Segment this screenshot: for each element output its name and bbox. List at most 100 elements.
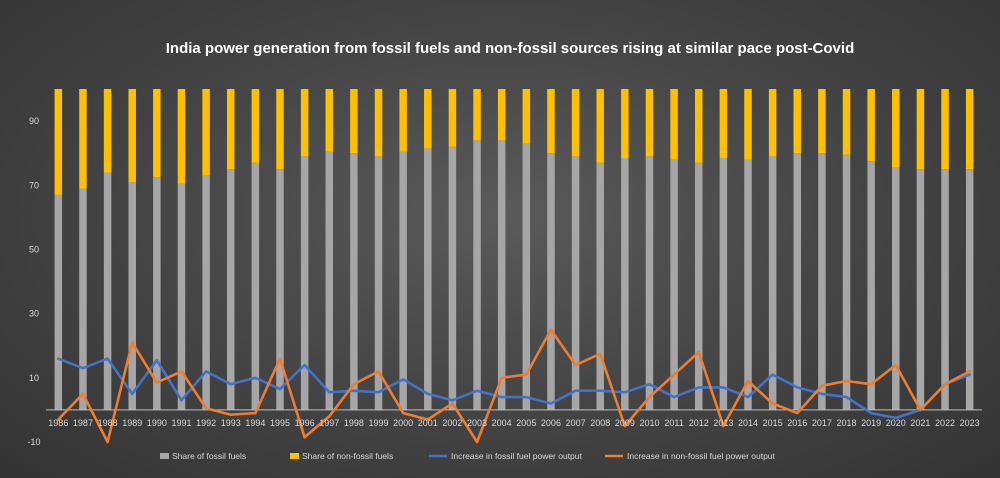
bar-share-of-non-fossil-fuels-2020 — [892, 89, 900, 168]
bar-share-of-fossil-fuels-2019 — [867, 161, 875, 410]
x-tick-label: 2016 — [787, 418, 807, 428]
bar-share-of-non-fossil-fuels-1990 — [153, 89, 161, 178]
bar-share-of-fossil-fuels-2010 — [645, 156, 654, 410]
bar-share-of-non-fossil-fuels-2014 — [744, 89, 752, 160]
x-tick-label: 2004 — [492, 418, 512, 428]
bar-share-of-fossil-fuels-1991 — [177, 183, 186, 410]
x-tick-label: 1996 — [295, 418, 315, 428]
y-tick-label: -10 — [27, 437, 40, 447]
bar-share-of-non-fossil-fuels-2010 — [645, 89, 654, 157]
bar-share-of-fossil-fuels-2022 — [941, 169, 949, 410]
bar-share-of-non-fossil-fuels-1993 — [226, 89, 235, 170]
x-tick-label: 1993 — [221, 418, 241, 428]
x-tick-label: 2013 — [713, 418, 733, 428]
x-tick-label: 2009 — [615, 418, 635, 428]
bar-share-of-non-fossil-fuels-2018 — [842, 89, 851, 155]
legend-label: Share of non-fossil fuels — [302, 451, 393, 461]
x-tick-label: 1990 — [147, 418, 167, 428]
legend-label: Increase in non-fossil fuel power output — [627, 451, 776, 461]
bar-share-of-non-fossil-fuels-2021 — [916, 89, 925, 170]
bar-share-of-fossil-fuels-1987 — [79, 188, 87, 410]
bar-share-of-non-fossil-fuels-2023 — [965, 89, 974, 170]
bar-share-of-fossil-fuels-2008 — [596, 162, 604, 410]
bar-share-of-fossil-fuels-2021 — [916, 169, 925, 410]
x-tick-label: 1991 — [171, 418, 191, 428]
x-tick-label: 2003 — [467, 418, 487, 428]
bar-share-of-fossil-fuels-2006 — [547, 153, 555, 410]
bar-layer — [54, 89, 974, 410]
x-tick-label: 2000 — [393, 418, 413, 428]
legend-label: Increase in fossil fuel power output — [451, 451, 583, 461]
bar-share-of-non-fossil-fuels-2019 — [867, 89, 875, 162]
bar-share-of-non-fossil-fuels-2016 — [793, 89, 802, 154]
x-tick-label: 2012 — [689, 418, 709, 428]
legend-swatch — [160, 453, 169, 459]
bar-share-of-fossil-fuels-2020 — [892, 167, 900, 410]
bar-share-of-fossil-fuels-2015 — [768, 156, 777, 410]
x-tick-label: 2021 — [910, 418, 930, 428]
bar-share-of-fossil-fuels-2018 — [842, 154, 851, 410]
x-tick-label: 2019 — [861, 418, 881, 428]
x-tick-label: 2007 — [566, 418, 586, 428]
bar-share-of-non-fossil-fuels-1992 — [202, 89, 210, 176]
bar-share-of-fossil-fuels-2000 — [399, 151, 407, 410]
bar-share-of-fossil-fuels-2014 — [744, 159, 752, 410]
bar-share-of-non-fossil-fuels-2022 — [941, 89, 949, 170]
bar-share-of-fossil-fuels-1990 — [153, 177, 161, 410]
bar-share-of-non-fossil-fuels-1996 — [300, 89, 309, 157]
bar-share-of-fossil-fuels-2002 — [448, 146, 457, 410]
bar-share-of-non-fossil-fuels-2004 — [497, 89, 506, 141]
x-tick-label: 1999 — [369, 418, 389, 428]
bar-share-of-non-fossil-fuels-2000 — [399, 89, 407, 152]
bar-share-of-fossil-fuels-2016 — [793, 153, 802, 410]
bar-share-of-fossil-fuels-2017 — [818, 153, 826, 410]
x-tick-label: 1987 — [73, 418, 93, 428]
line-increase-in-fossil-fuel-power-output — [56, 357, 972, 420]
bar-share-of-non-fossil-fuels-2015 — [768, 89, 777, 157]
y-tick-label: 70 — [29, 180, 39, 190]
bar-share-of-fossil-fuels-1988 — [103, 172, 112, 410]
x-tick-label: 1995 — [270, 418, 290, 428]
x-tick-label: 2015 — [763, 418, 783, 428]
bar-share-of-non-fossil-fuels-2007 — [571, 89, 580, 157]
bar-share-of-non-fossil-fuels-1987 — [79, 89, 87, 189]
bar-share-of-non-fossil-fuels-2008 — [596, 89, 604, 163]
line-layer — [56, 328, 972, 444]
x-tick-label: 2018 — [837, 418, 857, 428]
bar-share-of-non-fossil-fuels-1986 — [54, 89, 63, 195]
legend-label: Share of fossil fuels — [172, 451, 246, 461]
bar-share-of-fossil-fuels-2013 — [719, 157, 728, 410]
bar-share-of-non-fossil-fuels-2017 — [818, 89, 826, 154]
y-tick-label: 10 — [29, 373, 39, 383]
bar-share-of-non-fossil-fuels-1994 — [251, 89, 260, 163]
bar-share-of-non-fossil-fuels-2001 — [424, 89, 432, 149]
bar-share-of-fossil-fuels-2003 — [473, 140, 481, 410]
bar-share-of-non-fossil-fuels-2003 — [473, 89, 481, 141]
x-tick-label: 1986 — [48, 418, 68, 428]
bar-share-of-fossil-fuels-1994 — [251, 162, 260, 410]
y-tick-label: 50 — [29, 244, 39, 254]
bar-share-of-non-fossil-fuels-1997 — [325, 89, 334, 152]
bar-share-of-non-fossil-fuels-2002 — [448, 89, 457, 147]
bar-share-of-fossil-fuels-1989 — [128, 182, 136, 410]
x-tick-label: 2001 — [418, 418, 438, 428]
bar-share-of-non-fossil-fuels-1999 — [374, 89, 383, 157]
bar-share-of-fossil-fuels-2012 — [694, 162, 703, 410]
bar-share-of-non-fossil-fuels-2005 — [522, 89, 531, 144]
bar-share-of-non-fossil-fuels-1988 — [103, 89, 112, 173]
bar-share-of-fossil-fuels-2005 — [522, 143, 531, 410]
bar-share-of-non-fossil-fuels-1995 — [276, 89, 284, 170]
x-tick-label: 1997 — [319, 418, 339, 428]
bar-share-of-non-fossil-fuels-2006 — [547, 89, 555, 154]
bar-share-of-fossil-fuels-1992 — [202, 175, 210, 410]
bar-share-of-fossil-fuels-1993 — [226, 169, 235, 410]
y-axis-ticks: -10 10 30 50 70 90 — [27, 116, 40, 447]
line-increase-in-non-fossil-fuel-power-output — [56, 328, 972, 444]
bar-share-of-fossil-fuels-2023 — [965, 169, 974, 410]
bar-share-of-fossil-fuels-1995 — [276, 169, 284, 410]
x-tick-label: 2017 — [812, 418, 832, 428]
bar-share-of-fossil-fuels-2001 — [424, 148, 432, 410]
chart-title: India power generation from fossil fuels… — [166, 40, 854, 57]
x-tick-label: 1992 — [196, 418, 216, 428]
